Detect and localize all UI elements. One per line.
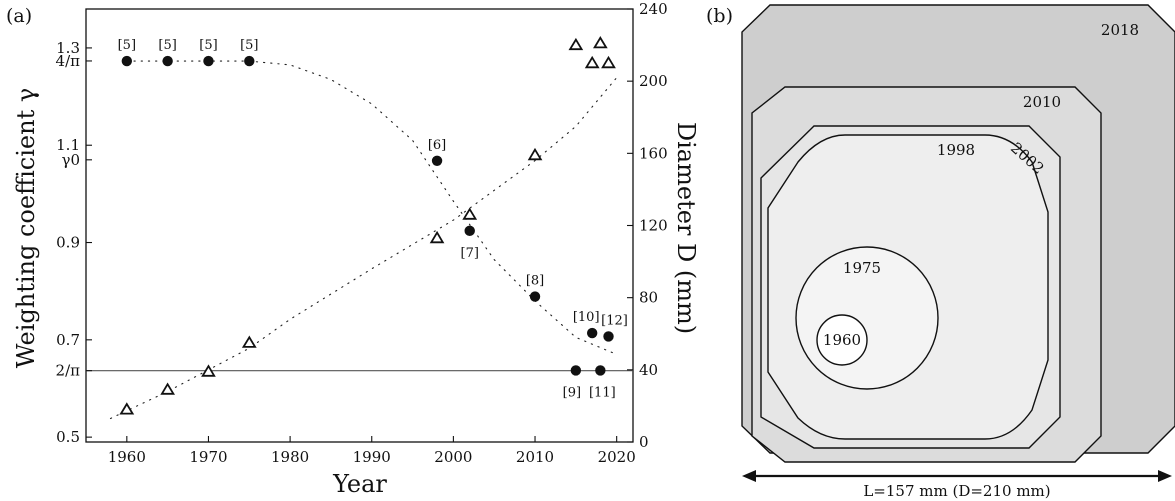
gamma-point: [464, 225, 475, 237]
dimension-label: L=157 mm (D=210 mm): [863, 482, 1050, 500]
gamma-point: [603, 331, 614, 342]
y2-tick-label: 160: [639, 144, 668, 162]
y-tick-label: 0.7: [56, 331, 80, 349]
diameter-point: [462, 207, 478, 220]
trend-curve-1: [126, 60, 618, 355]
y2-axis-label: Diameter D (mm): [672, 122, 700, 334]
diameter-point: [568, 37, 584, 51]
diameter-point: [584, 55, 600, 69]
label-1960: 1960: [823, 331, 861, 349]
diameter-point: [160, 382, 175, 395]
y2-tick-label: 80: [639, 289, 658, 307]
gamma-point: [162, 55, 173, 67]
dimension-arrow: [742, 470, 1172, 482]
point-label: [10]: [573, 310, 600, 325]
gamma-point: [595, 365, 606, 376]
y-axis-label: Weighting coefficient γ: [12, 88, 40, 368]
gamma-point: [203, 55, 214, 67]
point-label: [5]: [118, 38, 136, 53]
y-tick-label: 2/π: [56, 362, 81, 380]
x-tick-label: 1980: [271, 448, 309, 466]
diameter-point: [601, 55, 616, 69]
panel-a-label: (a): [6, 5, 32, 27]
point-label: [8]: [526, 274, 544, 289]
plot-frame: [85, 8, 634, 443]
point-label: [6]: [428, 138, 446, 153]
point-label: [9]: [563, 385, 581, 400]
chart-a: 1960 1970 1980 1990 2000 2010 2020 0.52/π0.70.…: [12, 0, 700, 498]
gamma-point: [529, 291, 541, 302]
y-tick-label: γ0: [61, 151, 80, 169]
x-tick-label: 2020: [598, 448, 636, 466]
diameter-point: [593, 36, 608, 49]
cross-section-diagram: 2018 2010 1998 2002 1975 1960 L=157 mm (…: [741, 4, 1175, 500]
diameter-point: [527, 147, 543, 161]
y2-tick-label: 240: [639, 0, 668, 18]
gamma-point: [244, 55, 255, 67]
point-label: [12]: [601, 313, 628, 328]
x-tick-label: 1960: [108, 448, 146, 466]
point-label: [5]: [199, 38, 217, 53]
gamma-point: [586, 327, 598, 339]
x-tick-label: 1970: [189, 448, 227, 466]
label-2010: 2010: [1023, 93, 1061, 111]
y-tick-label: 0.9: [56, 234, 80, 252]
x-axis-label: Year: [332, 470, 387, 498]
point-label: [5]: [158, 38, 176, 53]
gamma-point: [121, 55, 133, 67]
y-tick-label: 1.1: [56, 136, 80, 154]
label-1998: 1998: [937, 141, 975, 159]
label-2018: 2018: [1101, 21, 1139, 39]
trend-curve-2: [109, 77, 618, 420]
panel-b-label: (b): [706, 5, 733, 27]
y2-tick-label: 200: [639, 72, 668, 90]
gamma-point: [570, 365, 582, 376]
diameter-point: [429, 230, 445, 244]
diameter-point: [201, 364, 216, 377]
y2-tick-label: 40: [639, 361, 658, 379]
y2-tick-label: 0: [639, 433, 649, 451]
x-tick-label: 1990: [353, 448, 391, 466]
y-tick-label: 0.5: [56, 428, 80, 446]
x-tick-label: 2010: [516, 448, 554, 466]
label-1975: 1975: [843, 259, 881, 277]
diameter-point: [119, 402, 135, 415]
diameter-point: [241, 335, 257, 348]
y2-tick-label: 120: [639, 217, 668, 235]
x-tick-label: 2000: [434, 448, 472, 466]
point-label: [11]: [589, 385, 616, 400]
shape-1960: [816, 314, 868, 366]
point-label: [5]: [240, 38, 258, 53]
y-tick-label: 1.3: [56, 39, 80, 57]
point-label: [7]: [461, 246, 479, 261]
gamma-point: [431, 155, 443, 166]
y-tick-label: 4/π: [56, 52, 81, 70]
